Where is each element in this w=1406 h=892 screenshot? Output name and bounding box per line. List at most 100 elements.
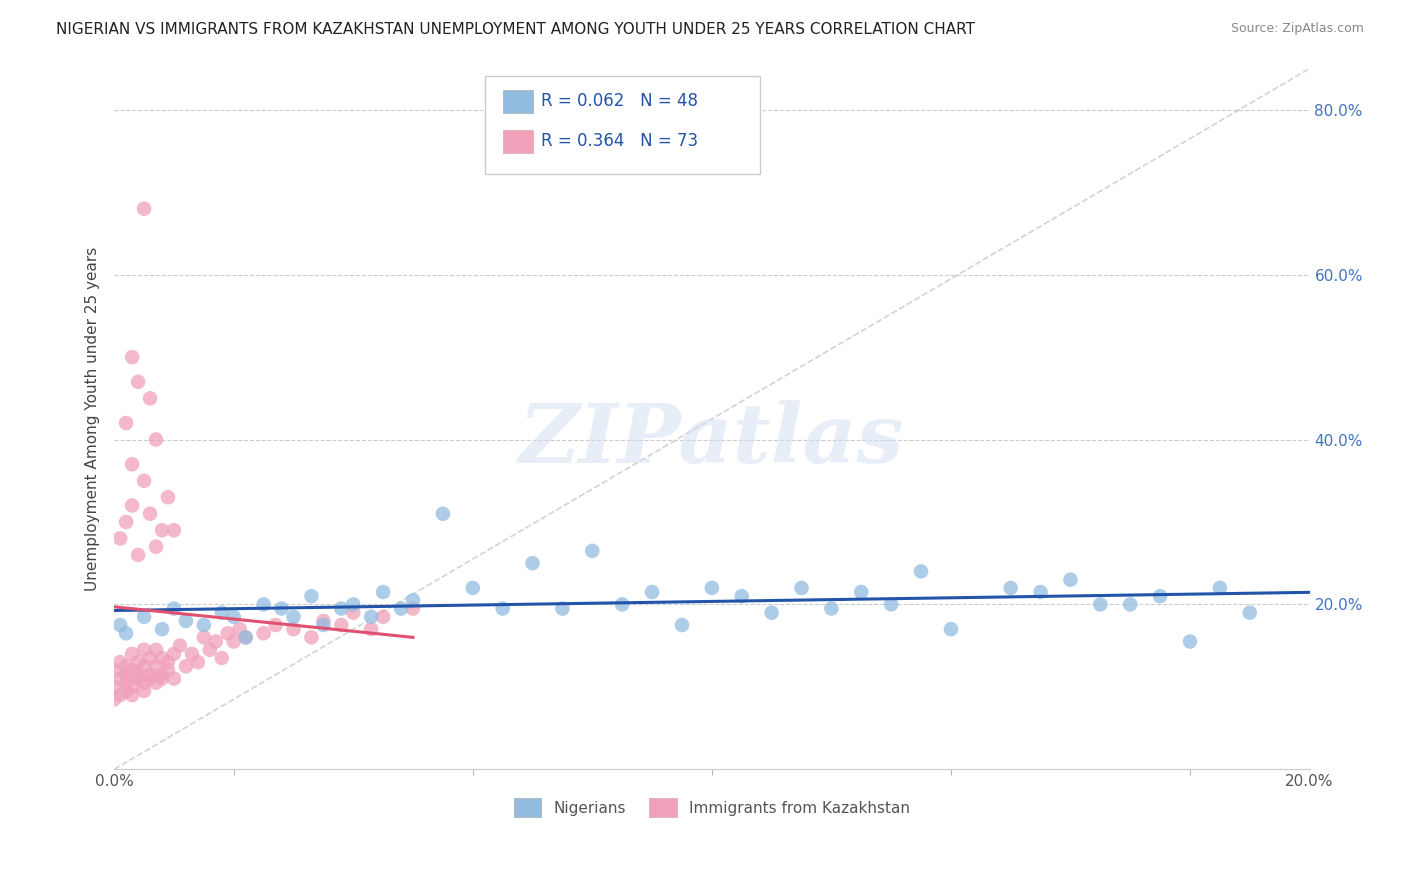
Point: [163, 601, 186, 615]
Point: [761, 606, 783, 620]
Point: [1119, 598, 1142, 612]
Point: [156, 664, 179, 678]
Point: [132, 202, 155, 216]
Point: [115, 684, 138, 698]
Point: [1209, 581, 1232, 595]
Point: [402, 593, 425, 607]
Point: [270, 601, 292, 615]
Point: [330, 601, 353, 615]
Point: [187, 655, 209, 669]
Text: Source: ZipAtlas.com: Source: ZipAtlas.com: [1230, 22, 1364, 36]
Point: [342, 606, 364, 620]
Point: [139, 392, 162, 406]
Point: [121, 647, 143, 661]
Point: [330, 618, 353, 632]
Point: [360, 609, 382, 624]
Point: [132, 609, 155, 624]
Point: [432, 507, 454, 521]
Point: [228, 622, 250, 636]
Point: [360, 622, 382, 636]
Point: [163, 647, 186, 661]
Point: [108, 618, 131, 632]
Text: R = 0.062   N = 48: R = 0.062 N = 48: [541, 93, 697, 111]
Point: [121, 664, 143, 678]
Point: [389, 601, 412, 615]
Point: [150, 672, 173, 686]
FancyBboxPatch shape: [485, 76, 759, 174]
Point: [851, 585, 873, 599]
Point: [108, 532, 131, 546]
Point: [132, 684, 155, 698]
Point: [299, 631, 322, 645]
Point: [115, 626, 138, 640]
Point: [551, 601, 574, 615]
Point: [204, 634, 226, 648]
Point: [121, 350, 143, 364]
Point: [127, 548, 149, 562]
Point: [163, 672, 186, 686]
Point: [103, 692, 125, 706]
Point: [115, 675, 138, 690]
Point: [145, 675, 167, 690]
Text: R = 0.364   N = 73: R = 0.364 N = 73: [541, 132, 697, 151]
Point: [235, 631, 257, 645]
Point: [1178, 634, 1201, 648]
Point: [492, 601, 515, 615]
Point: [115, 515, 138, 529]
Point: [235, 631, 257, 645]
Point: [127, 655, 149, 669]
Point: [373, 609, 395, 624]
Point: [1029, 585, 1052, 599]
Point: [211, 651, 233, 665]
Point: [910, 565, 932, 579]
Point: [115, 667, 138, 681]
Point: [150, 651, 173, 665]
Text: NIGERIAN VS IMMIGRANTS FROM KAZAKHSTAN UNEMPLOYMENT AMONG YOUTH UNDER 25 YEARS C: NIGERIAN VS IMMIGRANTS FROM KAZAKHSTAN U…: [56, 22, 976, 37]
Point: [312, 618, 335, 632]
Point: [103, 680, 125, 694]
Point: [612, 598, 634, 612]
Point: [127, 375, 149, 389]
Point: [103, 664, 125, 678]
Point: [641, 585, 664, 599]
Point: [156, 655, 179, 669]
Legend: Nigerians, Immigrants from Kazakhstan: Nigerians, Immigrants from Kazakhstan: [506, 791, 918, 825]
Point: [193, 618, 215, 632]
Point: [163, 523, 186, 537]
Point: [174, 614, 197, 628]
Point: [150, 622, 173, 636]
Point: [150, 523, 173, 537]
Point: [132, 675, 155, 690]
FancyBboxPatch shape: [503, 130, 533, 153]
Point: [139, 672, 162, 686]
Point: [1239, 606, 1261, 620]
Point: [222, 609, 245, 624]
Point: [581, 544, 603, 558]
Point: [108, 688, 131, 702]
Point: [156, 490, 179, 504]
Point: [222, 634, 245, 648]
Point: [211, 606, 233, 620]
Point: [139, 507, 162, 521]
FancyBboxPatch shape: [503, 90, 533, 112]
Point: [939, 622, 962, 636]
Point: [283, 609, 305, 624]
Point: [127, 667, 149, 681]
Point: [150, 667, 173, 681]
Point: [671, 618, 693, 632]
Point: [731, 589, 754, 603]
Point: [700, 581, 723, 595]
Point: [299, 589, 322, 603]
Point: [217, 626, 239, 640]
Point: [121, 499, 143, 513]
Point: [1149, 589, 1171, 603]
Point: [115, 416, 138, 430]
Point: [880, 598, 903, 612]
Point: [790, 581, 813, 595]
Point: [1000, 581, 1022, 595]
Point: [132, 642, 155, 657]
Point: [139, 667, 162, 681]
Point: [522, 556, 544, 570]
Point: [115, 659, 138, 673]
Point: [145, 642, 167, 657]
